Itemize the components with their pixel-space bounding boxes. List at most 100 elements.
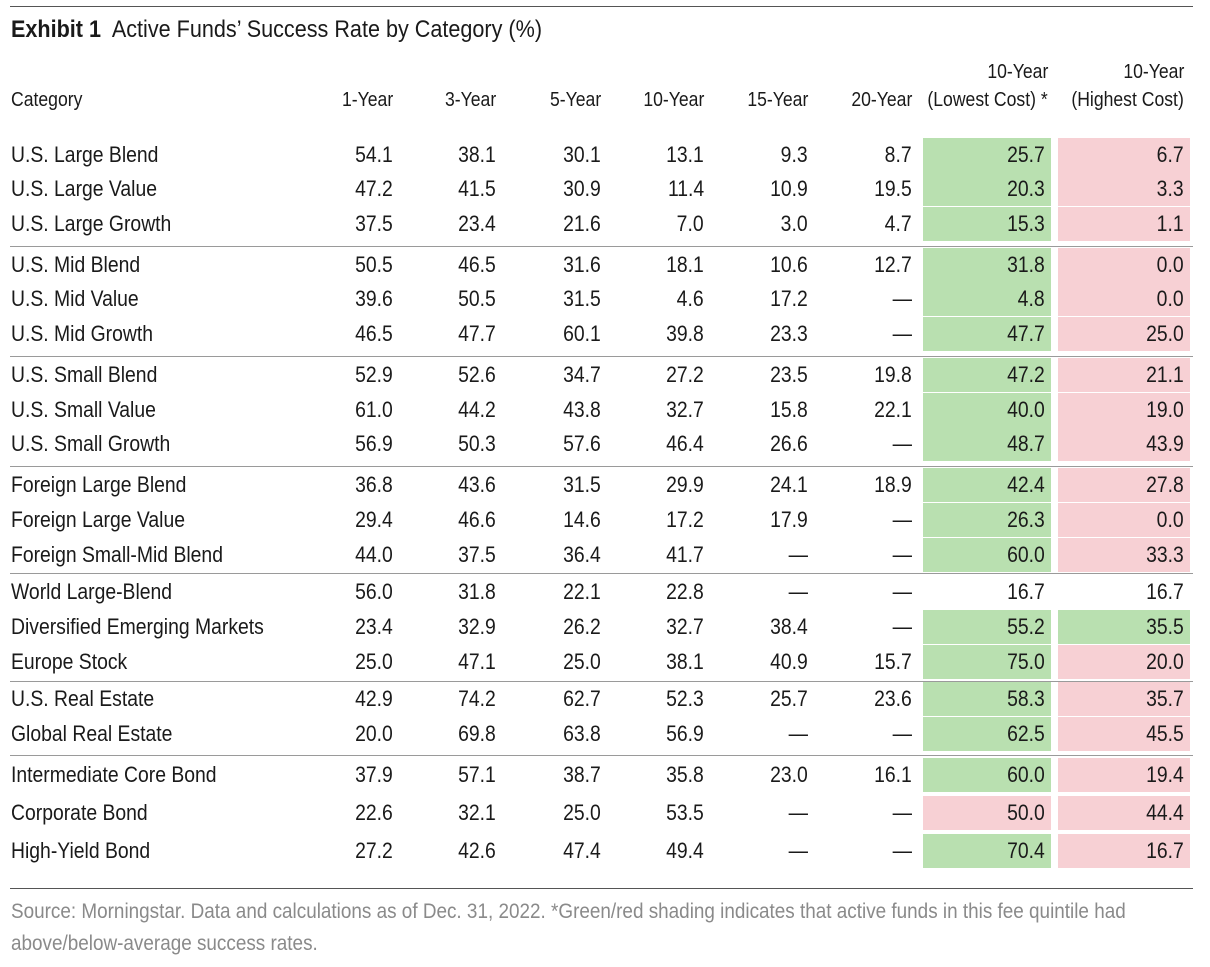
header-lowest-cost-line2: (Lowest Cost) * — [927, 89, 1048, 111]
20-year-value: 22.1 — [874, 397, 912, 422]
category-cell: Corporate Bond — [11, 800, 148, 825]
20-year-value: 12.7 — [874, 252, 912, 277]
highest-cost-value: 20.0 — [1058, 645, 1190, 679]
category-cell: U.S. Large Value — [11, 176, 158, 201]
10-year-value: 32.7 — [666, 397, 704, 422]
1-year-value: 42.9 — [355, 686, 393, 711]
3-year-value: 41.5 — [458, 176, 496, 201]
5-year-value: 30.1 — [563, 142, 601, 167]
lowest-cost-value: 47.2 — [923, 358, 1051, 392]
15-year-value: 24.1 — [770, 472, 808, 497]
10-year-value: 17.2 — [666, 507, 704, 532]
highest-cost-value: 19.0 — [1058, 393, 1190, 427]
15-year-value: 23.5 — [770, 362, 808, 387]
20-year-value: — — [892, 838, 912, 863]
table-row: World Large-Blend 56.0 31.8 22.1 22.8 — — 16.7 1… — [10, 575, 1193, 609]
table-row: U.S. Large Value 47.2 41.5 30.9 11.4 10.9 19.5… — [10, 172, 1193, 206]
1-year-value: 44.0 — [355, 542, 393, 567]
5-year-value: 34.7 — [563, 362, 601, 387]
group-divider — [10, 356, 1193, 357]
10-year-value: 41.7 — [666, 542, 704, 567]
highest-cost-value: 27.8 — [1058, 468, 1190, 502]
category-cell: U.S. Real Estate — [11, 686, 155, 711]
5-year-value: 62.7 — [563, 686, 601, 711]
lowest-cost-value: 58.3 — [923, 682, 1051, 716]
10-year-value: 29.9 — [666, 472, 704, 497]
table-row: Intermediate Core Bond 37.9 57.1 38.7 35.8 23… — [10, 758, 1193, 792]
5-year-value: 21.6 — [563, 211, 601, 236]
10-year-value: 22.8 — [666, 579, 704, 604]
3-year-value: 38.1 — [458, 142, 496, 167]
10-year-value: 38.1 — [666, 649, 704, 674]
header-lowest-cost-line1: 10-Year — [986, 61, 1048, 83]
15-year-value: — — [788, 800, 808, 825]
15-year-value: 23.0 — [770, 762, 808, 787]
3-year-value: 43.6 — [458, 472, 496, 497]
20-year-value: — — [892, 321, 912, 346]
3-year-value: 47.7 — [458, 321, 496, 346]
20-year-value: 19.5 — [874, 176, 912, 201]
20-year-value: — — [892, 579, 912, 604]
category-cell: Diversified Emerging Markets — [11, 614, 264, 639]
15-year-value: 23.3 — [770, 321, 808, 346]
lowest-cost-value: 25.7 — [923, 138, 1051, 172]
20-year-value: — — [892, 721, 912, 746]
header-5-year: 5-Year — [549, 89, 601, 111]
15-year-value: 17.2 — [770, 286, 808, 311]
3-year-value: 23.4 — [458, 211, 496, 236]
category-cell: Europe Stock — [11, 649, 128, 674]
lowest-cost-value: 31.8 — [923, 248, 1051, 282]
1-year-value: 39.6 — [355, 286, 393, 311]
15-year-value: 40.9 — [770, 649, 808, 674]
10-year-value: 7.0 — [677, 211, 704, 236]
highest-cost-value: 1.1 — [1058, 207, 1190, 241]
highest-cost-value: 0.0 — [1058, 282, 1190, 316]
category-cell: Intermediate Core Bond — [11, 762, 217, 787]
3-year-value: 50.5 — [458, 286, 496, 311]
1-year-value: 54.1 — [355, 142, 393, 167]
header-highest-cost-line2: (Highest Cost) — [1071, 89, 1184, 111]
1-year-value: 36.8 — [355, 472, 393, 497]
category-cell: Foreign Large Value — [11, 507, 186, 532]
lowest-cost-value: 26.3 — [923, 503, 1051, 537]
exhibit-table: Exhibit 1 Active Funds’ Success Rate by … — [10, 0, 1193, 967]
3-year-value: 44.2 — [458, 397, 496, 422]
20-year-value: 23.6 — [874, 686, 912, 711]
category-cell: High-Yield Bond — [11, 838, 151, 863]
category-cell: U.S. Large Blend — [11, 142, 159, 167]
1-year-value: 25.0 — [355, 649, 393, 674]
highest-cost-value: 35.5 — [1058, 610, 1190, 644]
table-row: Corporate Bond 22.6 32.1 25.0 53.5 — — 50.0 44.4 — [10, 796, 1193, 830]
10-year-value: 32.7 — [666, 614, 704, 639]
3-year-value: 46.6 — [458, 507, 496, 532]
1-year-value: 37.5 — [355, 211, 393, 236]
1-year-value: 22.6 — [355, 800, 393, 825]
10-year-value: 13.1 — [666, 142, 704, 167]
15-year-value: 10.9 — [770, 176, 808, 201]
15-year-value: 15.8 — [770, 397, 808, 422]
lowest-cost-value: 20.3 — [923, 172, 1051, 206]
1-year-value: 37.9 — [355, 762, 393, 787]
5-year-value: 26.2 — [563, 614, 601, 639]
15-year-value: — — [788, 721, 808, 746]
3-year-value: 31.8 — [458, 579, 496, 604]
table-row: U.S. Small Growth 56.9 50.3 57.6 46.4 26.6 — 48… — [10, 427, 1193, 461]
category-cell: U.S. Large Growth — [11, 211, 172, 236]
3-year-value: 37.5 — [458, 542, 496, 567]
3-year-value: 74.2 — [458, 686, 496, 711]
1-year-value: 20.0 — [355, 721, 393, 746]
highest-cost-value: 35.7 — [1058, 682, 1190, 716]
table-row: U.S. Large Growth 37.5 23.4 21.6 7.0 3.0 4.7 15… — [10, 207, 1193, 241]
1-year-value: 50.5 — [355, 252, 393, 277]
1-year-value: 61.0 — [355, 397, 393, 422]
category-cell: U.S. Small Value — [11, 397, 156, 422]
highest-cost-value: 44.4 — [1058, 796, 1190, 830]
15-year-value: 26.6 — [770, 431, 808, 456]
3-year-value: 69.8 — [458, 721, 496, 746]
table-row: Foreign Small-Mid Blend 44.0 37.5 36.4 41.7 —… — [10, 538, 1193, 572]
header-20-year: 20-Year — [850, 89, 912, 111]
highest-cost-value: 16.7 — [1146, 579, 1184, 604]
lowest-cost-value: 62.5 — [923, 717, 1051, 751]
table-row: Diversified Emerging Markets 23.4 32.9 26.2… — [10, 610, 1193, 644]
3-year-value: 46.5 — [458, 252, 496, 277]
